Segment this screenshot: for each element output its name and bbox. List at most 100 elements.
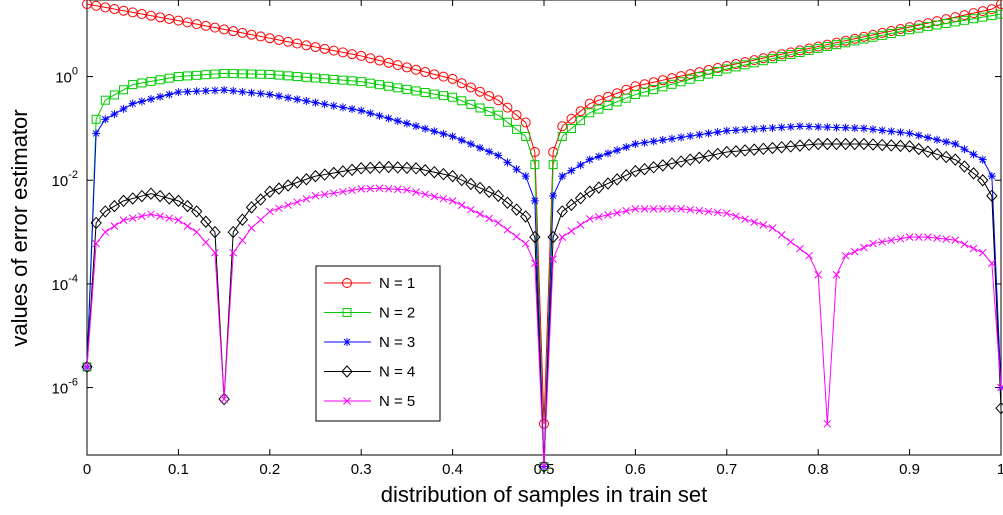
data-point <box>220 395 228 403</box>
data-point <box>894 139 907 153</box>
data-point <box>878 238 887 246</box>
data-point <box>410 162 422 175</box>
data-point <box>384 81 394 91</box>
data-point <box>987 172 996 181</box>
data-point <box>584 185 596 198</box>
data-point <box>841 251 850 260</box>
data-point <box>731 62 741 72</box>
data-point <box>110 222 119 230</box>
data-point <box>996 0 1003 10</box>
data-point <box>704 129 713 138</box>
data-point <box>903 140 916 153</box>
data-point <box>109 90 119 100</box>
data-point <box>677 205 685 213</box>
data-point <box>439 129 448 138</box>
data-point <box>483 185 495 199</box>
data-point <box>156 92 165 101</box>
data-point <box>183 87 192 96</box>
data-point <box>136 189 148 203</box>
data-point <box>896 234 905 243</box>
data-point <box>869 239 877 248</box>
legend-label: N = 1 <box>379 275 415 292</box>
data-point <box>320 100 329 109</box>
data-point <box>860 243 868 252</box>
data-point <box>219 68 229 78</box>
data-point <box>192 228 201 236</box>
data-point <box>676 71 687 82</box>
data-point <box>922 145 934 158</box>
data-point <box>210 86 219 95</box>
data-point <box>173 72 183 82</box>
data-point <box>382 160 395 174</box>
data-point <box>165 214 174 223</box>
data-point <box>512 232 521 241</box>
data-point <box>429 69 440 80</box>
data-point <box>933 234 941 242</box>
data-point <box>457 136 466 145</box>
data-point <box>110 110 119 119</box>
data-point <box>940 150 952 164</box>
data-point <box>686 205 695 214</box>
data-point <box>501 196 514 209</box>
data-point <box>977 6 988 17</box>
data-point <box>421 124 430 133</box>
data-point <box>456 78 467 89</box>
data-point <box>558 172 567 181</box>
data-point <box>375 111 384 120</box>
data-point <box>978 155 987 164</box>
data-point <box>402 119 411 128</box>
data-point <box>622 143 631 152</box>
data-point <box>713 208 722 217</box>
x-tick-label: 0.1 <box>168 461 189 478</box>
data-point <box>503 225 512 234</box>
data-point <box>731 126 740 135</box>
data-point <box>201 238 210 247</box>
x-tick-label: 1 <box>997 461 1003 478</box>
data-point <box>128 80 138 90</box>
data-point <box>119 104 128 113</box>
data-point <box>283 71 293 81</box>
data-point <box>629 164 642 178</box>
data-point <box>885 139 897 152</box>
data-point <box>585 108 595 118</box>
data-point <box>137 97 146 106</box>
data-point <box>238 236 247 245</box>
data-point <box>520 210 532 223</box>
data-point <box>530 196 539 205</box>
data-point <box>420 88 430 98</box>
data-point <box>602 177 614 190</box>
data-point <box>796 244 804 253</box>
data-point <box>439 194 448 203</box>
data-point <box>914 233 923 241</box>
data-point <box>805 122 814 131</box>
legend-marker <box>342 278 352 288</box>
data-point <box>658 205 667 213</box>
data-series <box>81 0 1003 473</box>
data-point <box>648 161 660 174</box>
data-point <box>566 124 576 134</box>
data-point <box>383 57 394 68</box>
data-point <box>795 47 805 57</box>
data-point <box>823 123 832 132</box>
data-point <box>750 125 759 134</box>
data-point <box>521 131 531 141</box>
data-point <box>711 147 724 161</box>
data-point <box>621 93 631 103</box>
data-point <box>786 50 796 60</box>
data-point <box>951 236 960 244</box>
data-point <box>392 161 404 174</box>
data-point <box>529 230 541 244</box>
data-point <box>942 137 951 146</box>
data-point <box>668 205 676 213</box>
data-point <box>438 71 449 82</box>
data-point <box>914 131 923 140</box>
data-point <box>494 219 503 227</box>
data-point <box>101 228 110 236</box>
data-point <box>282 179 294 192</box>
data-point <box>923 133 932 142</box>
data-point <box>823 419 832 428</box>
data-point <box>794 139 806 152</box>
data-point <box>749 58 759 68</box>
data-point <box>567 227 576 235</box>
data-point <box>137 78 147 88</box>
